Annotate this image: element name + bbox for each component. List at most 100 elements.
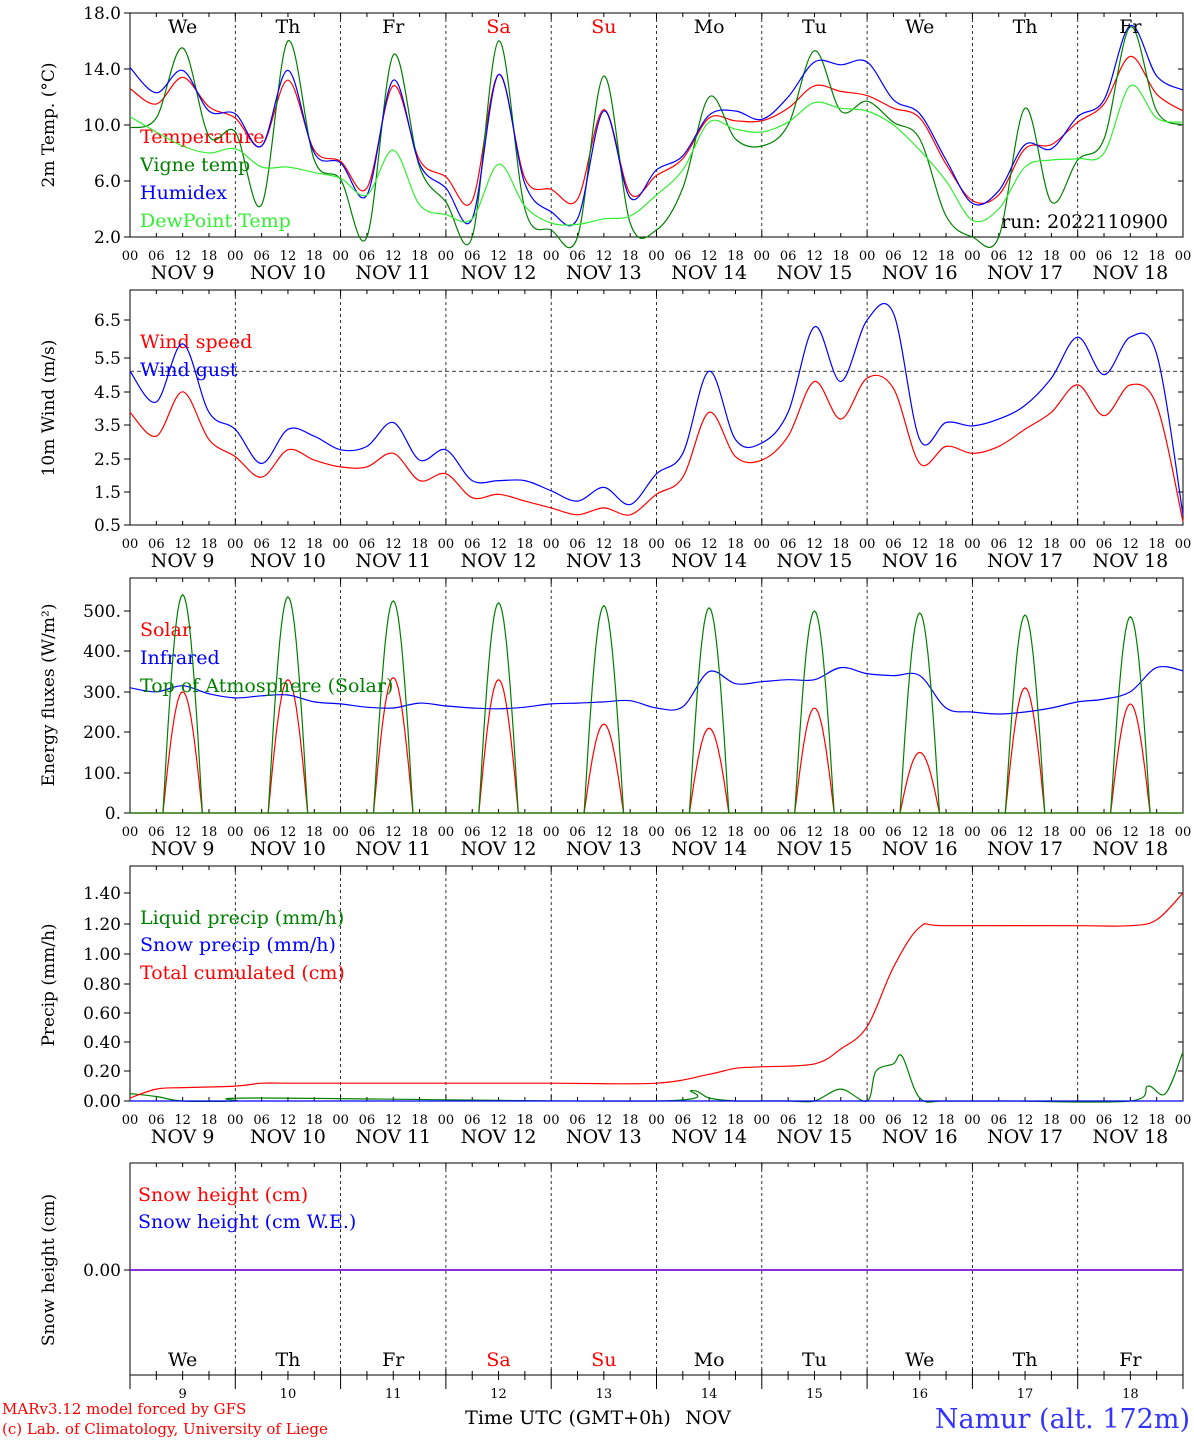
hour-tick-label: 12: [174, 249, 191, 264]
hour-tick-label: 18: [517, 1113, 534, 1128]
hour-tick-label: 00: [122, 249, 139, 264]
hour-tick-label: 18: [201, 537, 218, 552]
hour-tick-label: 18: [727, 825, 744, 840]
panel-1: 2.0 6.0 10.0 14.0 18.0 2m Temp. (°C) Temperatu…: [39, 4, 1191, 284]
hour-tick-label: 00: [964, 537, 981, 552]
date-label: NOV 10: [250, 262, 326, 284]
panel-5: 0.00 Snow height (cm) Snow height (cm) Snow…: [39, 1162, 1184, 1376]
legend-entry: Liquid precip (mm/h): [140, 907, 344, 929]
day-number-label: 16: [911, 1387, 928, 1402]
hour-tick-label: 06: [1096, 1113, 1113, 1128]
date-label: NOV 11: [355, 838, 431, 860]
hour-tick-label: 00: [859, 537, 876, 552]
y-tick-label: 1.5: [94, 483, 121, 503]
day-number-label: 9: [179, 1387, 187, 1402]
hour-tick-label: 00: [1069, 825, 1086, 840]
date-label: NOV 18: [1092, 1126, 1168, 1148]
hour-tick-label: 00: [122, 825, 139, 840]
hour-tick-label: 12: [385, 537, 402, 552]
month-label: NOV: [685, 1407, 731, 1429]
hour-tick-label: 18: [306, 825, 323, 840]
y-tick-label: 0.60: [83, 1004, 121, 1024]
hour-tick-label: 18: [622, 825, 639, 840]
hour-tick-label: 18: [411, 825, 428, 840]
date-label: NOV 12: [461, 262, 537, 284]
weekday-label-bottom: Tu: [802, 1349, 827, 1371]
hour-tick-label: 00: [648, 249, 665, 264]
date-label: NOV 18: [1092, 262, 1168, 284]
hour-tick-label: 00: [648, 1113, 665, 1128]
date-label: NOV 15: [777, 838, 853, 860]
hour-tick-label: 12: [490, 249, 507, 264]
hour-tick-label: 00: [438, 537, 455, 552]
hour-tick-label: 00: [332, 537, 349, 552]
hour-tick-label: 12: [911, 825, 928, 840]
hour-tick-label: 06: [885, 537, 902, 552]
weekday-label-bottom: Fr: [1119, 1349, 1142, 1371]
hour-tick-label: 06: [780, 1113, 797, 1128]
hour-tick-label: 06: [148, 825, 165, 840]
weekday-label-top: Th: [275, 16, 300, 38]
y-tick-label: 10.0: [83, 116, 121, 136]
date-label: NOV 18: [1092, 838, 1168, 860]
hour-tick-label: 00: [543, 1113, 560, 1128]
hour-tick-label: 12: [490, 537, 507, 552]
hour-tick-label: 00: [227, 249, 244, 264]
hour-tick-label: 00: [543, 825, 560, 840]
run-annotation: run: 2022110900: [1001, 211, 1168, 233]
hour-tick-label: 12: [596, 537, 613, 552]
weekday-label-bottom: Mo: [694, 1349, 725, 1371]
date-label: NOV 16: [882, 262, 958, 284]
hour-tick-label: 12: [280, 825, 297, 840]
hour-tick-label: 00: [1175, 1113, 1192, 1128]
model-credit-line2: (c) Lab. of Climatology, University of L…: [2, 1420, 328, 1438]
hour-tick-label: 18: [517, 249, 534, 264]
weekday-label-bottom: Th: [1013, 1349, 1038, 1371]
y-axis-label: Energy fluxes (W/m²): [39, 604, 59, 787]
date-label: NOV 9: [151, 262, 215, 284]
y-axis-label: Snow height (cm): [39, 1194, 59, 1346]
date-label: NOV 14: [671, 838, 747, 860]
y-axis-label: 2m Temp. (°C): [39, 62, 59, 187]
hour-tick-label: 12: [1122, 249, 1139, 264]
hour-tick-label: 12: [280, 1113, 297, 1128]
legend-entry: Solar: [140, 619, 192, 641]
hour-tick-label: 12: [911, 249, 928, 264]
hour-tick-label: 06: [464, 1113, 481, 1128]
plot-frame: [129, 12, 1184, 238]
date-label: NOV 16: [882, 838, 958, 860]
hour-tick-label: 12: [1017, 825, 1034, 840]
y-axis-label: Precip (mm/h): [39, 923, 59, 1046]
hour-tick-label: 12: [806, 249, 823, 264]
hour-tick-label: 12: [385, 1113, 402, 1128]
y-tick-label: 14.0: [83, 60, 121, 80]
hour-tick-label: 18: [938, 249, 955, 264]
hour-tick-label: 12: [1122, 825, 1139, 840]
hour-tick-label: 18: [411, 249, 428, 264]
hour-tick-label: 06: [675, 537, 692, 552]
panel-3: 0. 100. 200. 300. 400. 500. Energy fluxes (W/m…: [39, 577, 1191, 860]
y-axis-label: 10m Wind (m/s): [39, 340, 59, 477]
hour-tick-label: 06: [990, 825, 1007, 840]
legend-entry: Top of Atmosphere (Solar): [140, 675, 393, 697]
hour-tick-label: 12: [490, 825, 507, 840]
hour-tick-label: 00: [1069, 249, 1086, 264]
date-label: NOV 16: [882, 1126, 958, 1148]
hour-tick-label: 18: [622, 537, 639, 552]
date-label: NOV 17: [987, 838, 1063, 860]
y-tick-label: 0.: [105, 804, 121, 824]
date-label: NOV 12: [461, 838, 537, 860]
hour-tick-label: 06: [990, 1113, 1007, 1128]
hour-tick-label: 18: [833, 537, 850, 552]
hour-tick-label: 12: [701, 249, 718, 264]
hour-tick-label: 00: [227, 1113, 244, 1128]
hour-tick-label: 18: [1148, 825, 1165, 840]
y-tick-label: 0.80: [83, 975, 121, 995]
legend-entry: Temperature: [140, 126, 264, 148]
date-label: NOV 11: [355, 262, 431, 284]
hour-tick-label: 18: [306, 537, 323, 552]
hour-tick-label: 12: [701, 825, 718, 840]
series-line-1: [129, 374, 1184, 522]
legend-entry: Total cumulated (cm): [140, 962, 345, 984]
hour-tick-label: 00: [227, 537, 244, 552]
